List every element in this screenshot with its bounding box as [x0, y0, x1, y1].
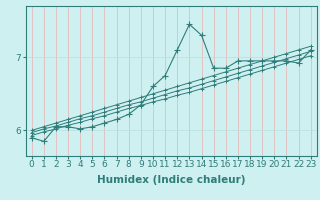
- X-axis label: Humidex (Indice chaleur): Humidex (Indice chaleur): [97, 175, 245, 185]
